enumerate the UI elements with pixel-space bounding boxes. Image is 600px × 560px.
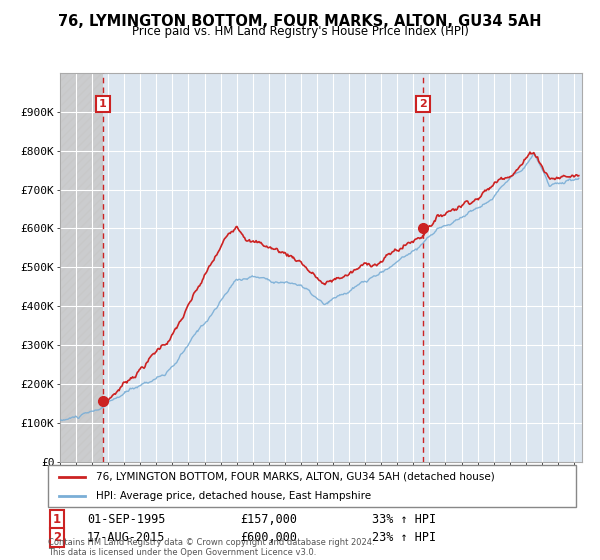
Text: 17-AUG-2015: 17-AUG-2015 bbox=[87, 531, 166, 544]
FancyBboxPatch shape bbox=[48, 465, 576, 507]
Text: 1: 1 bbox=[53, 512, 61, 526]
Text: 76, LYMINGTON BOTTOM, FOUR MARKS, ALTON, GU34 5AH: 76, LYMINGTON BOTTOM, FOUR MARKS, ALTON,… bbox=[58, 14, 542, 29]
Text: £157,000: £157,000 bbox=[240, 512, 297, 526]
Text: 23% ↑ HPI: 23% ↑ HPI bbox=[372, 531, 436, 544]
Text: 76, LYMINGTON BOTTOM, FOUR MARKS, ALTON, GU34 5AH (detached house): 76, LYMINGTON BOTTOM, FOUR MARKS, ALTON,… bbox=[95, 472, 494, 482]
Text: 01-SEP-1995: 01-SEP-1995 bbox=[87, 512, 166, 526]
Text: 1: 1 bbox=[99, 99, 107, 109]
Text: 2: 2 bbox=[419, 99, 427, 109]
Text: 33% ↑ HPI: 33% ↑ HPI bbox=[372, 512, 436, 526]
Text: HPI: Average price, detached house, East Hampshire: HPI: Average price, detached house, East… bbox=[95, 491, 371, 501]
Text: 2: 2 bbox=[53, 531, 61, 544]
Text: Contains HM Land Registry data © Crown copyright and database right 2024.
This d: Contains HM Land Registry data © Crown c… bbox=[48, 538, 374, 557]
Text: £600,000: £600,000 bbox=[240, 531, 297, 544]
Text: Price paid vs. HM Land Registry's House Price Index (HPI): Price paid vs. HM Land Registry's House … bbox=[131, 25, 469, 38]
